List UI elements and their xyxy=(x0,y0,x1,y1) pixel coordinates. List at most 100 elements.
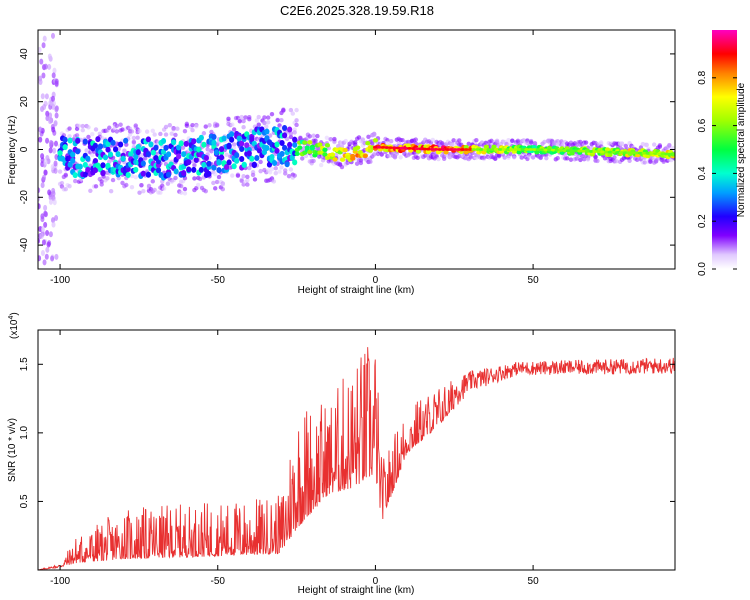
heat-cell xyxy=(422,147,428,151)
heat-cell xyxy=(192,163,197,168)
heat-cell xyxy=(213,186,218,191)
heat-cell xyxy=(135,149,141,156)
heat-cell xyxy=(45,137,50,144)
heat-cell xyxy=(51,221,56,228)
heat-cell xyxy=(243,115,248,120)
heat-cell xyxy=(603,150,609,154)
spectrogram-xlabel: Height of straight line (km) xyxy=(298,285,415,296)
heat-cell xyxy=(467,148,473,151)
heat-cell xyxy=(40,216,45,223)
snr-ticks: -100 -50 0 50 0.5 1.0 1.5 xyxy=(19,330,675,587)
heat-cell xyxy=(362,153,368,159)
heat-cell xyxy=(211,134,217,141)
heat-cell xyxy=(388,146,393,150)
heat-cell xyxy=(245,174,250,180)
heat-cell xyxy=(261,149,268,156)
heat-cell xyxy=(118,122,123,127)
heat-cell xyxy=(75,148,81,155)
heat-cell xyxy=(318,162,324,168)
heat-cell xyxy=(340,157,346,162)
heat-cell xyxy=(657,144,663,149)
heat-cell xyxy=(626,151,632,155)
heat-cell xyxy=(182,128,188,134)
heat-cell xyxy=(153,144,159,151)
heat-cell xyxy=(139,183,144,188)
heat-cell xyxy=(554,148,560,152)
heat-cell xyxy=(163,132,169,137)
heat-cell xyxy=(51,187,56,194)
heat-cell xyxy=(478,148,484,151)
heat-cell xyxy=(388,138,394,144)
heat-cell xyxy=(191,138,197,145)
heat-cell xyxy=(158,131,163,137)
heat-cell xyxy=(44,253,49,260)
x-tick-label: 0 xyxy=(373,576,379,587)
heat-cell xyxy=(125,172,131,179)
heat-cell xyxy=(218,154,225,161)
heat-cell xyxy=(182,191,188,196)
heat-cell xyxy=(288,134,294,140)
heat-cell xyxy=(229,136,235,143)
heat-cell xyxy=(634,151,639,155)
heat-cell xyxy=(264,128,270,135)
heat-cell xyxy=(376,145,382,149)
heat-cell xyxy=(463,148,469,151)
snr-multiplier-exp: 4 xyxy=(8,316,15,320)
heat-cell xyxy=(41,239,46,246)
heat-cell xyxy=(395,146,401,150)
heat-cell xyxy=(54,214,59,221)
heat-cell xyxy=(244,142,250,149)
y-tick-label: 0 xyxy=(19,146,30,152)
heat-cell xyxy=(74,133,80,138)
heat-cell xyxy=(294,151,300,157)
heat-cell xyxy=(50,95,55,102)
heat-cell xyxy=(192,176,197,181)
heat-cell xyxy=(160,138,167,145)
heat-cell xyxy=(509,148,515,151)
heat-cell xyxy=(506,137,511,143)
spectrogram-panel: -100 -50 0 50 -40 -20 0 20 40 Height of straight… xyxy=(7,29,676,296)
heat-cell xyxy=(195,182,201,188)
heat-cell xyxy=(77,163,83,170)
heat-cell xyxy=(481,155,487,160)
heat-cell xyxy=(186,159,192,166)
heat-cell xyxy=(131,135,137,141)
heat-cell xyxy=(42,174,47,181)
heat-cell xyxy=(48,231,53,238)
heat-cell xyxy=(258,168,263,174)
heat-cell xyxy=(414,147,420,151)
heat-cell xyxy=(649,152,655,155)
heat-cell xyxy=(180,179,186,184)
heat-cell xyxy=(133,166,139,173)
heat-cell xyxy=(38,187,41,194)
heat-cell xyxy=(466,141,471,147)
heat-cell xyxy=(67,126,72,131)
heat-cell xyxy=(413,137,418,142)
heat-cell xyxy=(354,161,360,166)
heat-cell xyxy=(152,132,157,137)
heat-cell xyxy=(577,149,583,153)
heat-cell xyxy=(275,117,280,123)
heat-cell xyxy=(482,148,488,151)
colorbar-scale xyxy=(712,30,737,269)
heat-cell xyxy=(368,159,373,164)
heat-cell xyxy=(59,155,66,162)
heat-cell xyxy=(165,181,171,186)
heat-cell xyxy=(193,156,199,163)
heat-cell xyxy=(211,180,216,186)
heat-cell xyxy=(214,179,220,185)
heat-cell xyxy=(451,138,456,143)
heat-cell xyxy=(150,179,155,184)
heat-cell xyxy=(45,230,50,237)
heat-cell xyxy=(588,150,594,153)
heat-cell xyxy=(249,155,255,162)
heat-cell xyxy=(358,158,364,163)
heat-cell xyxy=(607,150,613,154)
heat-cell xyxy=(534,150,540,155)
heat-cell xyxy=(317,142,323,147)
heat-cell xyxy=(457,153,462,159)
heat-cell xyxy=(425,147,431,151)
heat-cell xyxy=(92,157,98,164)
heat-cell xyxy=(456,148,462,151)
heat-cell xyxy=(51,126,56,133)
